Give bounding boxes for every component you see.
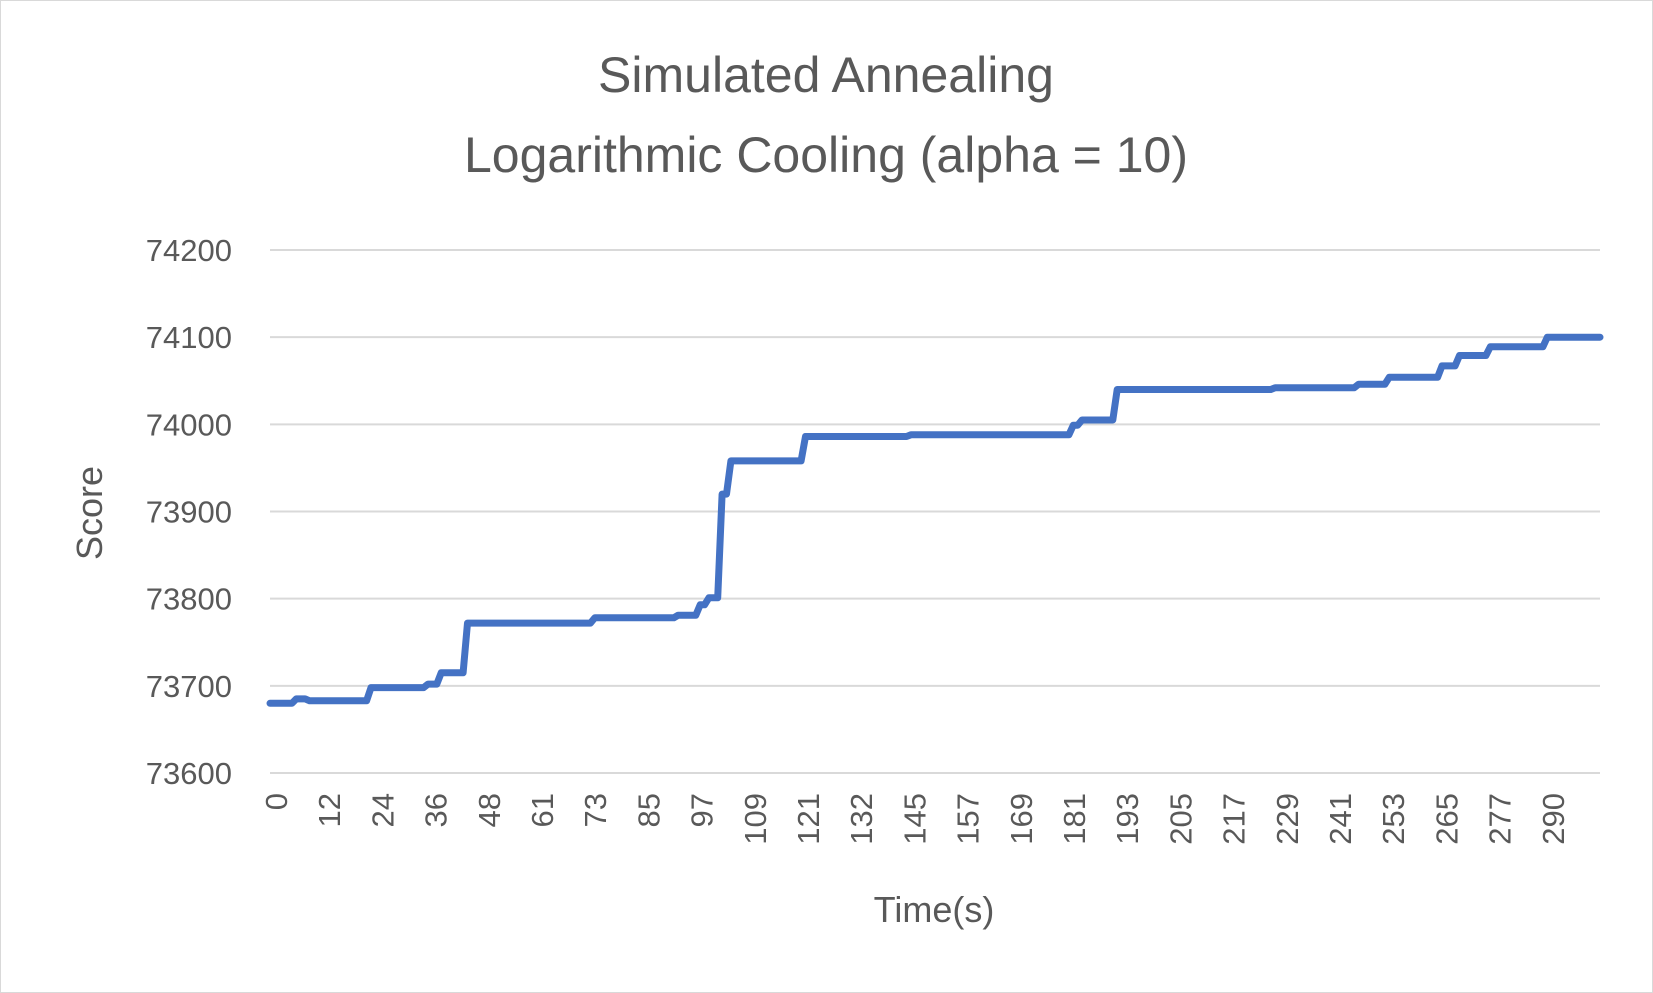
x-tick-label: 265 xyxy=(1429,793,1464,845)
x-tick-label: 73 xyxy=(578,793,613,827)
x-axis-label: Time(s) xyxy=(874,889,995,930)
y-tick-label: 73900 xyxy=(146,495,232,530)
x-tick-label: 24 xyxy=(365,793,400,827)
y-tick-label: 74100 xyxy=(146,320,232,355)
x-tick-label: 229 xyxy=(1270,793,1305,845)
x-tick-label: 193 xyxy=(1110,793,1145,845)
x-tick-label: 217 xyxy=(1217,793,1252,845)
x-tick-label: 36 xyxy=(419,793,454,827)
x-tick-label: 157 xyxy=(951,793,986,845)
y-axis-label: Score xyxy=(69,466,110,560)
x-tick-label: 85 xyxy=(631,793,666,827)
x-axis-ticks: 0 12 24 36 48 61 73 85 97 109 121 132 145 157 169 181 19… xyxy=(259,793,1571,845)
x-tick-label: 0 xyxy=(259,793,294,810)
y-tick-label: 74000 xyxy=(146,407,232,442)
series-line-0 xyxy=(266,333,1604,707)
y-tick-label: 74200 xyxy=(146,233,232,268)
x-tick-label: 253 xyxy=(1376,793,1411,845)
x-tick-label: 121 xyxy=(791,793,826,845)
y-tick-label: 73600 xyxy=(146,756,232,791)
x-tick-label: 109 xyxy=(738,793,773,845)
x-tick-label: 290 xyxy=(1536,793,1571,845)
x-tick-label: 12 xyxy=(312,793,347,827)
x-tick-label: 277 xyxy=(1483,793,1518,845)
x-tick-label: 205 xyxy=(1163,793,1198,845)
chart-title-line-1: Simulated Annealing xyxy=(598,47,1054,103)
x-tick-label: 145 xyxy=(897,793,932,845)
x-tick-label: 97 xyxy=(685,793,720,827)
x-tick-label: 241 xyxy=(1323,793,1358,845)
y-tick-label: 73700 xyxy=(146,669,232,704)
series-group xyxy=(266,333,1604,707)
x-tick-label: 181 xyxy=(1057,793,1092,845)
x-tick-label: 48 xyxy=(472,793,507,827)
x-tick-label: 61 xyxy=(525,793,560,827)
y-tick-label: 73800 xyxy=(146,582,232,617)
gridlines xyxy=(270,249,1600,774)
x-tick-label: 132 xyxy=(844,793,879,845)
x-tick-label: 169 xyxy=(1004,793,1039,845)
y-axis-ticks: 73600 73700 73800 73900 74000 74100 74200 xyxy=(146,233,232,791)
chart-title-line-2: Logarithmic Cooling (alpha = 10) xyxy=(464,127,1188,183)
